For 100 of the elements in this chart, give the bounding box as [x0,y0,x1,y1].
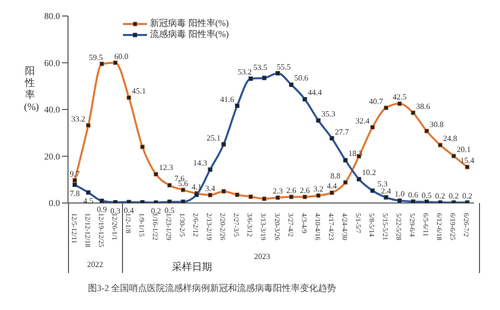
data-label: 25.1 [206,133,221,142]
point [410,110,416,116]
data-label: 0.9 [96,204,107,214]
text: 2022 [86,260,104,269]
point [86,190,91,195]
point [424,200,429,203]
data-label: 4.4 [326,182,337,191]
data-label: 3.2 [313,184,324,194]
point [370,125,375,130]
point [356,176,362,182]
data-label: 10.2 [362,168,376,178]
point [289,194,294,200]
data-label: 41.6 [220,94,234,104]
point [100,198,104,203]
data-label: 0.2 [462,192,472,201]
data-label: 33.2 [71,114,86,124]
data-label: 55.5 [276,62,291,72]
y-tick-label: 60.0 [44,58,60,68]
data-label: 53.5 [253,62,268,72]
data-label: 44.4 [308,88,322,98]
point [126,200,132,203]
data-label: 45.1 [132,86,146,96]
data-label: 0.2 [435,192,446,201]
point [208,192,212,198]
y-tick-label: 0.0 [48,198,60,208]
data-label: 14.3 [193,158,208,168]
y-tick-label: 80.0 [44,11,60,22]
data-label: 4.1 [192,182,202,192]
data-label: 1.0 [394,190,405,199]
point [180,188,186,192]
point [276,71,280,76]
data-label: 2.6 [286,186,296,195]
point [167,200,172,203]
data-label: 12.3 [158,163,173,172]
point [384,106,388,110]
data-label: 59.5 [88,52,103,62]
point [343,158,348,162]
x-axis-title: 采样日期 [171,260,214,274]
y-tick-label: 20.0 [44,151,60,162]
data-label: 5.3 [378,180,388,189]
point [370,188,375,193]
data-label: 8.8 [330,171,340,180]
point [248,194,253,199]
data-label: 27.7 [334,127,349,136]
point [180,200,186,203]
point [154,172,158,176]
data-label: 2.4 [381,186,392,196]
point [100,62,104,66]
point [451,154,456,158]
y-axis-title: 阳性率(%) [24,66,39,114]
data-label: 2.3 [272,186,283,196]
data-label: 38.6 [416,102,430,111]
point [424,128,429,134]
point [316,193,321,198]
point [438,142,442,148]
point [276,195,280,200]
data-label: 40.7 [369,96,384,106]
point [126,95,132,100]
data-label: 15.4 [460,156,474,166]
data-label: 35.3 [321,109,336,118]
point [410,199,416,203]
point [208,167,212,172]
point [248,76,253,81]
data-label: 7.8 [70,188,80,198]
data-label: 24.8 [443,134,458,144]
point [343,180,348,185]
y-tick-label: 40.0 [44,104,60,115]
data-label: 0.2 [448,192,459,201]
data-label: 2.6 [300,186,310,195]
data-label: 0.6 [408,190,418,200]
data-label: 20.1 [456,145,471,154]
data-label: 50.6 [294,74,308,83]
point [140,144,145,150]
point [221,142,226,147]
point [289,82,294,87]
point [72,182,78,188]
data-label: 42.5 [392,92,407,102]
point [397,101,402,106]
caption: 图3-2 全国哨点医院流感样病例新冠和流感病毒阳性率变化趋势 [88,282,336,295]
point [464,164,470,170]
point [234,104,240,108]
point [221,189,226,194]
data-label: 30.8 [430,120,444,130]
point [72,178,78,183]
text: 2023 [253,252,272,261]
point [330,136,334,140]
point [86,123,91,128]
point [167,182,172,188]
point [302,194,308,200]
point [262,196,266,202]
point [384,195,388,200]
point [330,190,334,195]
data-label: 3.4 [205,184,216,194]
legend-label: 新冠病毒 阳性率(%) [150,18,229,29]
data-label: 53.2 [238,68,252,77]
data-label: 0.5 [422,190,432,200]
point [302,96,308,102]
data-label: 32.4 [356,116,370,126]
data-label: 60.0 [114,52,128,61]
point [262,76,266,80]
